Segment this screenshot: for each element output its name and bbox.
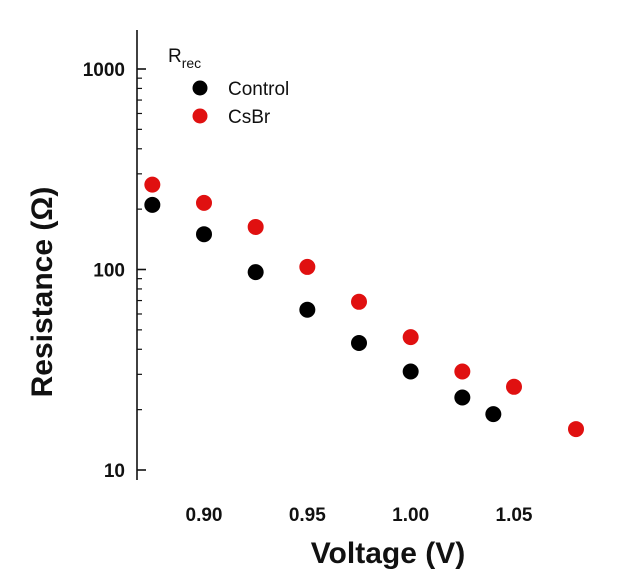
- y-tick-label: 1000: [83, 60, 125, 81]
- legend-marker-csbr: [192, 108, 208, 124]
- x-axis-title: Voltage (V): [311, 537, 465, 570]
- y-ticks: 10 100 1000: [83, 60, 146, 482]
- x-tick-label: 1.00: [392, 505, 429, 526]
- data-point-control: [196, 226, 212, 243]
- data-point-control: [144, 196, 161, 213]
- legend: Rrec Control CsBr: [168, 46, 289, 128]
- data-point-control: [402, 363, 419, 380]
- data-point-csbr: [247, 218, 264, 235]
- data-point-csbr: [454, 363, 471, 380]
- data-point-csbr: [144, 176, 161, 193]
- data-point-csbr: [506, 378, 522, 395]
- y-tick-label: 100: [93, 261, 125, 282]
- x-tick-label: 1.05: [496, 505, 533, 526]
- data-point-control: [485, 406, 502, 423]
- data-point-control: [454, 389, 471, 406]
- y-tick-label: 10: [104, 461, 125, 482]
- data-point-control: [247, 264, 264, 281]
- data-point-control: [351, 334, 367, 351]
- legend-label-csbr: CsBr: [228, 107, 271, 128]
- legend-title: Rrec: [168, 46, 201, 71]
- x-tick-label: 0.95: [289, 505, 326, 526]
- legend-marker-control: [192, 80, 208, 96]
- data-points: [144, 176, 584, 438]
- data-point-csbr: [196, 194, 212, 211]
- data-point-control: [299, 301, 316, 318]
- legend-label-control: Control: [228, 79, 289, 100]
- data-point-csbr: [402, 329, 419, 346]
- data-point-csbr: [351, 293, 367, 310]
- data-point-csbr: [568, 421, 584, 438]
- y-axis-title: Resistance (Ω): [26, 187, 59, 398]
- x-tick-label: 0.90: [186, 505, 223, 526]
- data-point-csbr: [299, 258, 316, 275]
- x-ticks: 0.90 0.95 1.00 1.05: [186, 505, 533, 526]
